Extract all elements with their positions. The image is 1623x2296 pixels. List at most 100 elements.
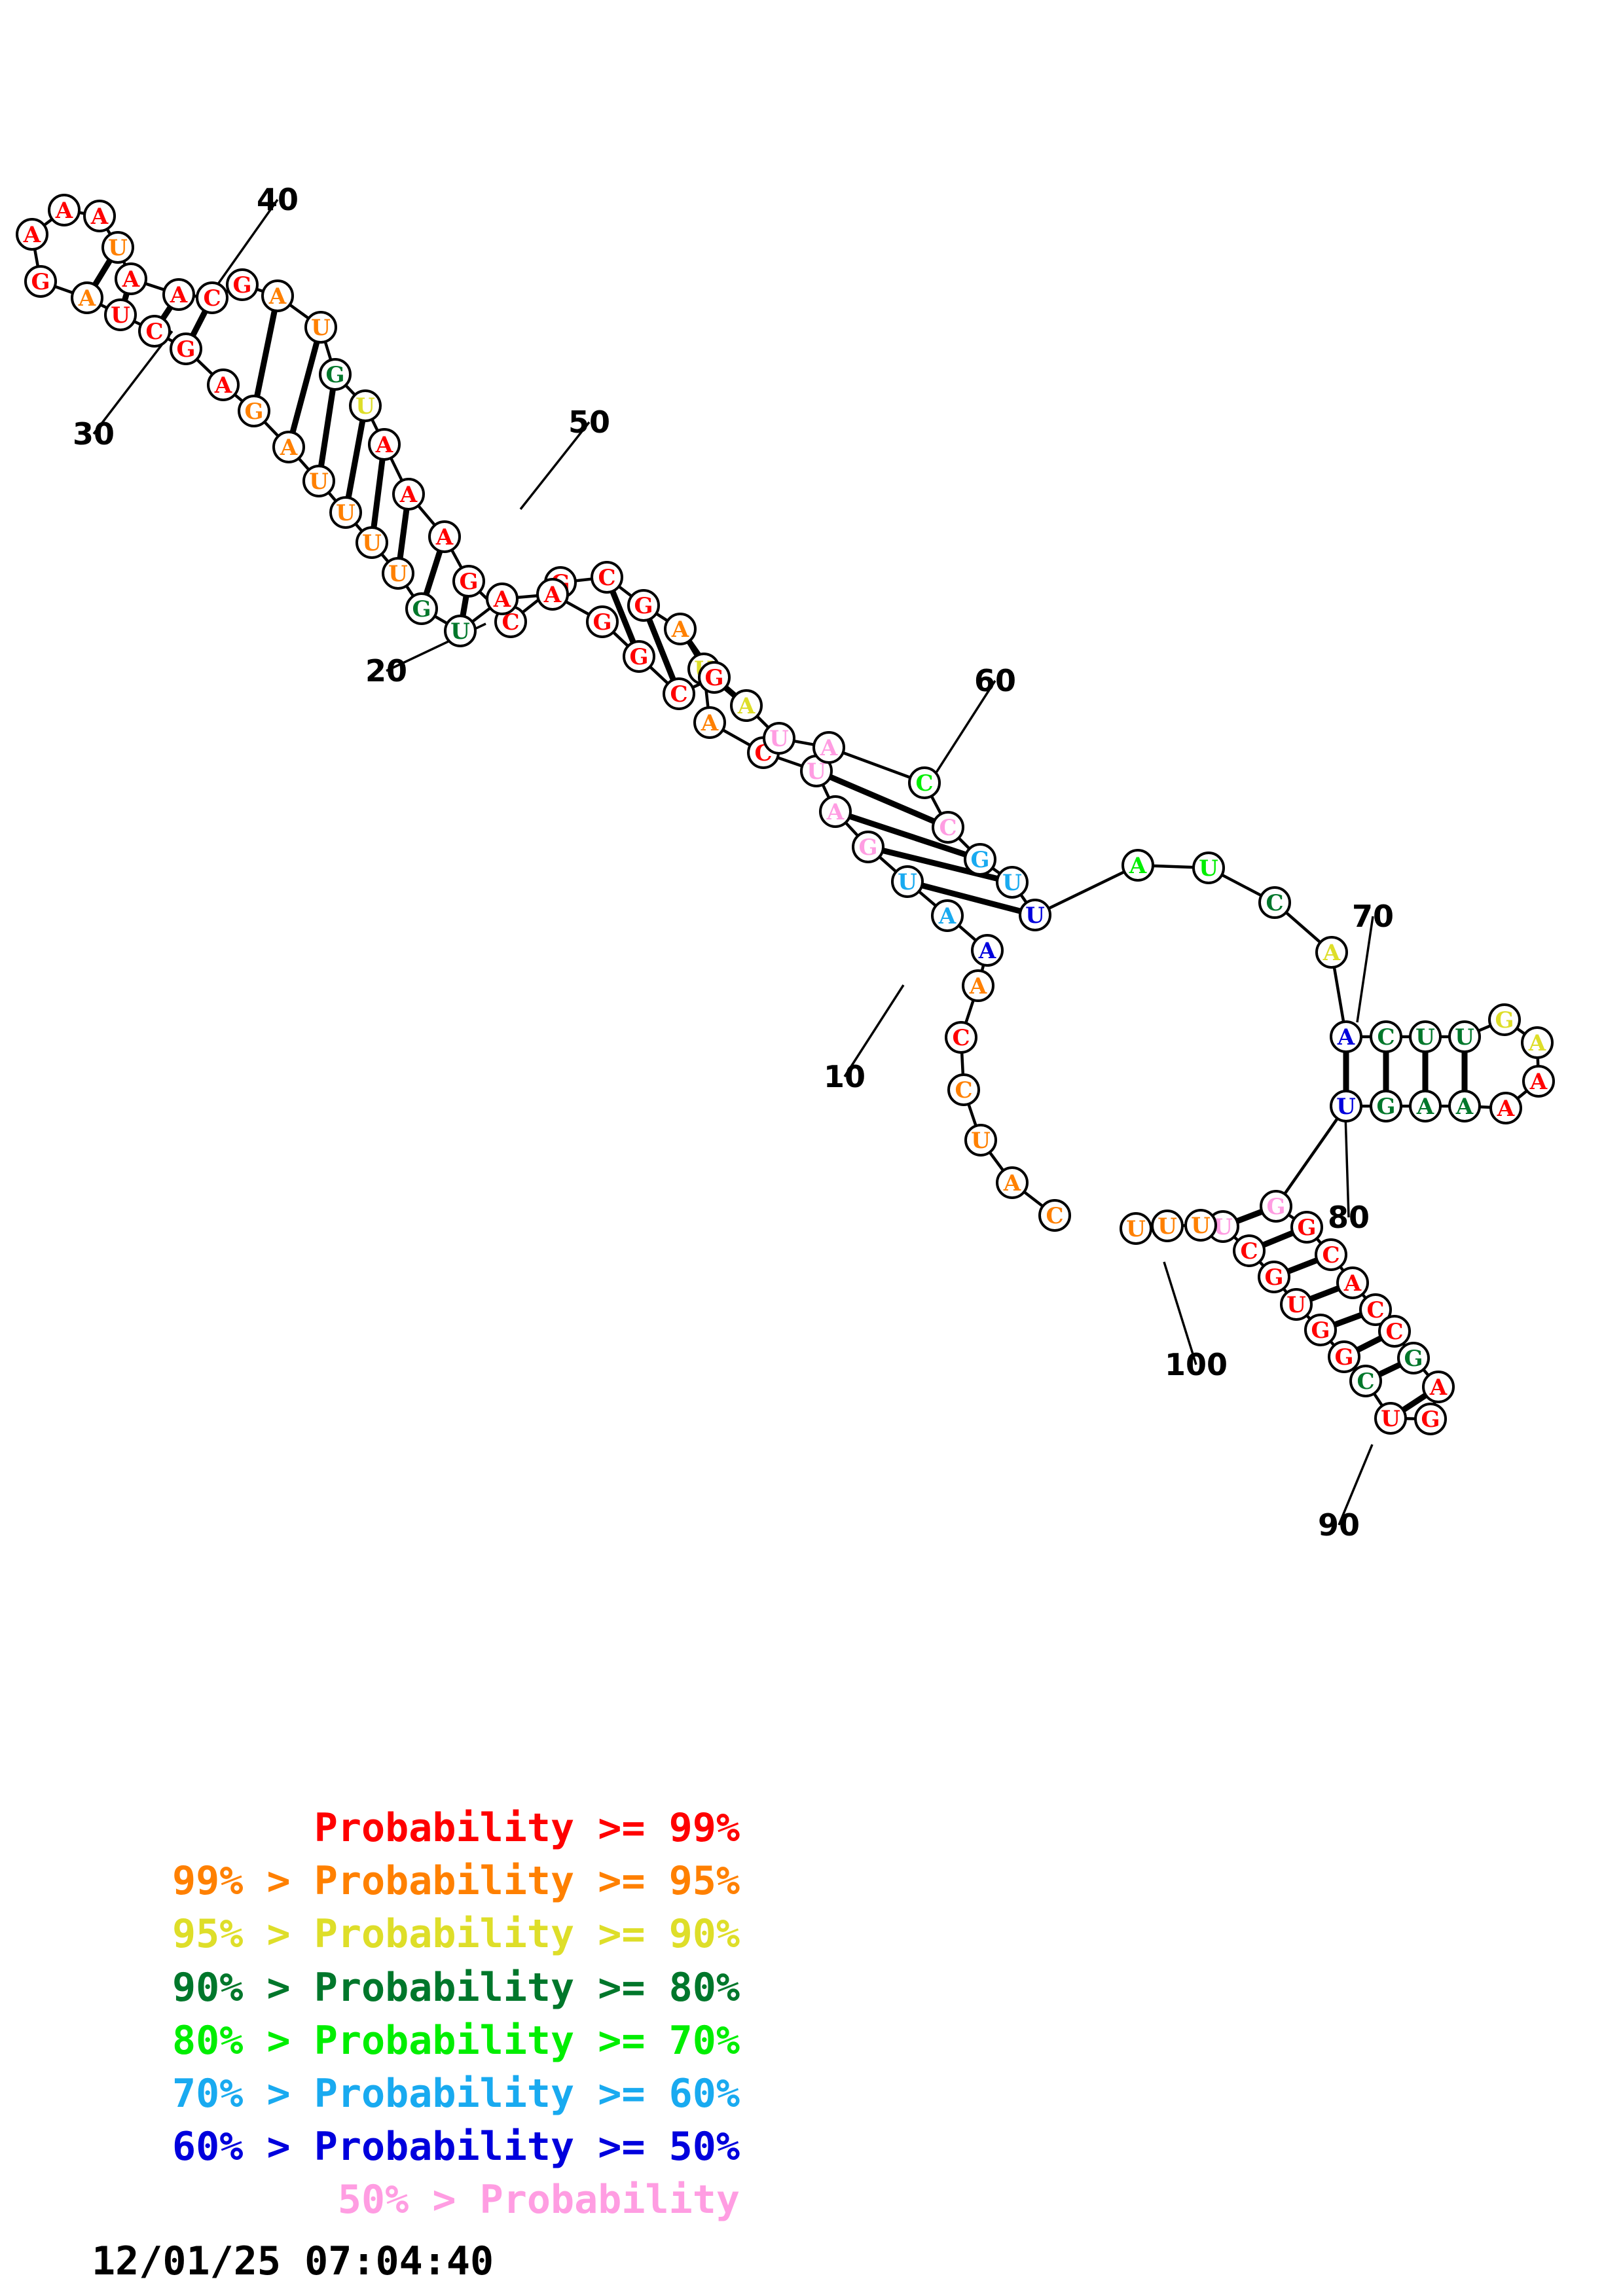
nucleotide-98[interactable]: U (1184, 1209, 1217, 1242)
nucleotide-42[interactable]: A (207, 368, 240, 401)
nucleotide-73[interactable]: G (1488, 1003, 1521, 1036)
nucleotide-90[interactable]: U (1374, 1402, 1407, 1435)
nucleotide-96[interactable]: C (1233, 1234, 1266, 1267)
nucleotide-33[interactable]: U (101, 231, 134, 264)
nucleotide-14[interactable]: A (693, 706, 726, 739)
nucleotide-80[interactable]: U (1330, 1090, 1362, 1122)
nucleotide-86[interactable]: C (1378, 1315, 1411, 1348)
nucleotide-8[interactable]: A (931, 899, 964, 932)
nucleotide-letter: G (412, 596, 431, 622)
nucleotide-70[interactable]: C (1370, 1020, 1402, 1053)
nucleotide-97[interactable]: U (1207, 1210, 1239, 1243)
nucleotide-46[interactable]: U (329, 496, 362, 529)
nucleotide-39[interactable]: U (104, 298, 137, 331)
nucleotide-60[interactable]: C (908, 766, 941, 799)
nucleotide-88[interactable]: A (1422, 1371, 1455, 1403)
nucleotide-63[interactable]: U (996, 866, 1029, 899)
base-pair-bond (1333, 1312, 1363, 1328)
nucleotide-78[interactable]: A (1409, 1090, 1442, 1122)
nucleotide-56[interactable]: G (698, 661, 731, 694)
legend-row-3: 90% > Probability >= 80% (172, 1964, 740, 2011)
nucleotide-24[interactable]: A (368, 428, 401, 461)
nucleotide-48[interactable]: U (382, 557, 414, 590)
nucleotide-92[interactable]: G (1328, 1340, 1360, 1373)
nucleotide-28[interactable]: A (261, 279, 294, 312)
nucleotide-26[interactable]: G (319, 358, 352, 391)
nucleotide-74[interactable]: A (1521, 1026, 1554, 1059)
nucleotide-49[interactable]: G (405, 592, 438, 625)
nucleotide-51[interactable]: A (486, 583, 519, 615)
nucleotide-85[interactable]: C (1359, 1293, 1392, 1326)
nucleotide-94[interactable]: U (1280, 1288, 1313, 1321)
nucleotide-47[interactable]: U (356, 526, 388, 559)
nucleotide-54[interactable]: G (623, 640, 655, 673)
nucleotide-31[interactable]: A (162, 278, 195, 311)
nucleotide-99[interactable]: U (1151, 1210, 1184, 1242)
nucleotide-91[interactable]: C (1349, 1365, 1382, 1397)
nucleotide-52[interactable]: A (536, 578, 569, 611)
nucleotide-45[interactable]: U (302, 465, 335, 497)
nucleotide-68[interactable]: A (1315, 936, 1348, 969)
nucleotide-53[interactable]: G (586, 605, 619, 638)
nucleotide-100[interactable]: U (1120, 1212, 1152, 1245)
nucleotide-1[interactable]: A (962, 969, 994, 1002)
nucleotide-89[interactable]: G (1414, 1403, 1447, 1435)
nucleotide-95[interactable]: G (1258, 1261, 1290, 1293)
nucleotide-29[interactable]: G (226, 268, 259, 301)
nucleotide-59[interactable]: A (812, 731, 845, 764)
nucleotide-letter: U (1455, 1024, 1474, 1050)
nucleotide-23[interactable]: A (392, 478, 425, 511)
nucleotide-41[interactable]: G (170, 332, 202, 365)
nucleotide-75[interactable]: A (1522, 1065, 1555, 1098)
nucleotide-67[interactable]: C (1258, 886, 1291, 919)
nucleotide-5[interactable]: A (996, 1166, 1029, 1199)
nucleotide-34[interactable]: A (83, 200, 116, 232)
nucleotide-84[interactable]: A (1336, 1266, 1369, 1299)
nucleotide-61[interactable]: C (932, 811, 964, 844)
nucleotide-40[interactable]: C (138, 315, 171, 348)
nucleotide-2[interactable]: C (945, 1021, 977, 1054)
nucleotide-65[interactable]: A (1122, 849, 1154, 882)
nucleotide-3[interactable]: C (947, 1073, 980, 1106)
nucleotide-16[interactable]: A (664, 613, 697, 645)
nucleotide-55[interactable]: C (663, 677, 695, 710)
nucleotide-66[interactable]: U (1192, 852, 1225, 884)
nucleotide-72[interactable]: U (1448, 1020, 1481, 1053)
nucleotide-64[interactable]: U (1019, 899, 1051, 931)
nucleotide-30[interactable]: C (196, 281, 228, 314)
nucleotide-87[interactable]: G (1397, 1342, 1430, 1374)
nucleotide-76[interactable]: A (1489, 1092, 1522, 1124)
nucleotide-43[interactable]: G (238, 395, 270, 427)
nucleotide-58[interactable]: U (763, 722, 795, 755)
nucleotide-36[interactable]: A (16, 218, 48, 251)
nucleotide-83[interactable]: C (1315, 1238, 1347, 1271)
nucleotide-71[interactable]: U (1409, 1020, 1442, 1053)
nucleotide-6[interactable]: C (1038, 1199, 1071, 1232)
nucleotide-22[interactable]: A (428, 520, 461, 553)
nucleotide-62[interactable]: G (964, 843, 996, 876)
nucleotide-18[interactable]: C (591, 561, 623, 594)
nucleotide-4[interactable]: U (964, 1124, 997, 1157)
nucleotide-37[interactable]: G (24, 265, 57, 298)
nucleotide-17[interactable]: G (627, 589, 660, 622)
nucleotide-38[interactable]: A (71, 281, 103, 314)
nucleotide-57[interactable]: A (730, 689, 763, 722)
nucleotide-93[interactable]: G (1304, 1314, 1337, 1346)
nucleotide-79[interactable]: G (1370, 1090, 1402, 1122)
nucleotide-32[interactable]: A (115, 262, 147, 295)
nucleotide-44[interactable]: A (272, 431, 305, 463)
nucleotide-circle (964, 843, 996, 876)
nucleotide-27[interactable]: U (304, 311, 337, 344)
nucleotide-82[interactable]: G (1290, 1211, 1323, 1244)
nucleotide-77[interactable]: A (1448, 1090, 1481, 1122)
nucleotide-10[interactable]: G (852, 831, 884, 863)
nucleotide-81[interactable]: G (1260, 1190, 1292, 1223)
nucleotide-11[interactable]: A (819, 795, 852, 828)
nucleotide-21[interactable]: G (452, 565, 485, 598)
nucleotide-50[interactable]: U (444, 615, 477, 647)
nucleotide-7[interactable]: A (971, 934, 1004, 967)
nucleotide-9[interactable]: U (891, 865, 924, 898)
nucleotide-35[interactable]: A (48, 194, 81, 226)
nucleotide-69[interactable]: A (1330, 1020, 1362, 1053)
nucleotide-25[interactable]: U (349, 389, 382, 422)
